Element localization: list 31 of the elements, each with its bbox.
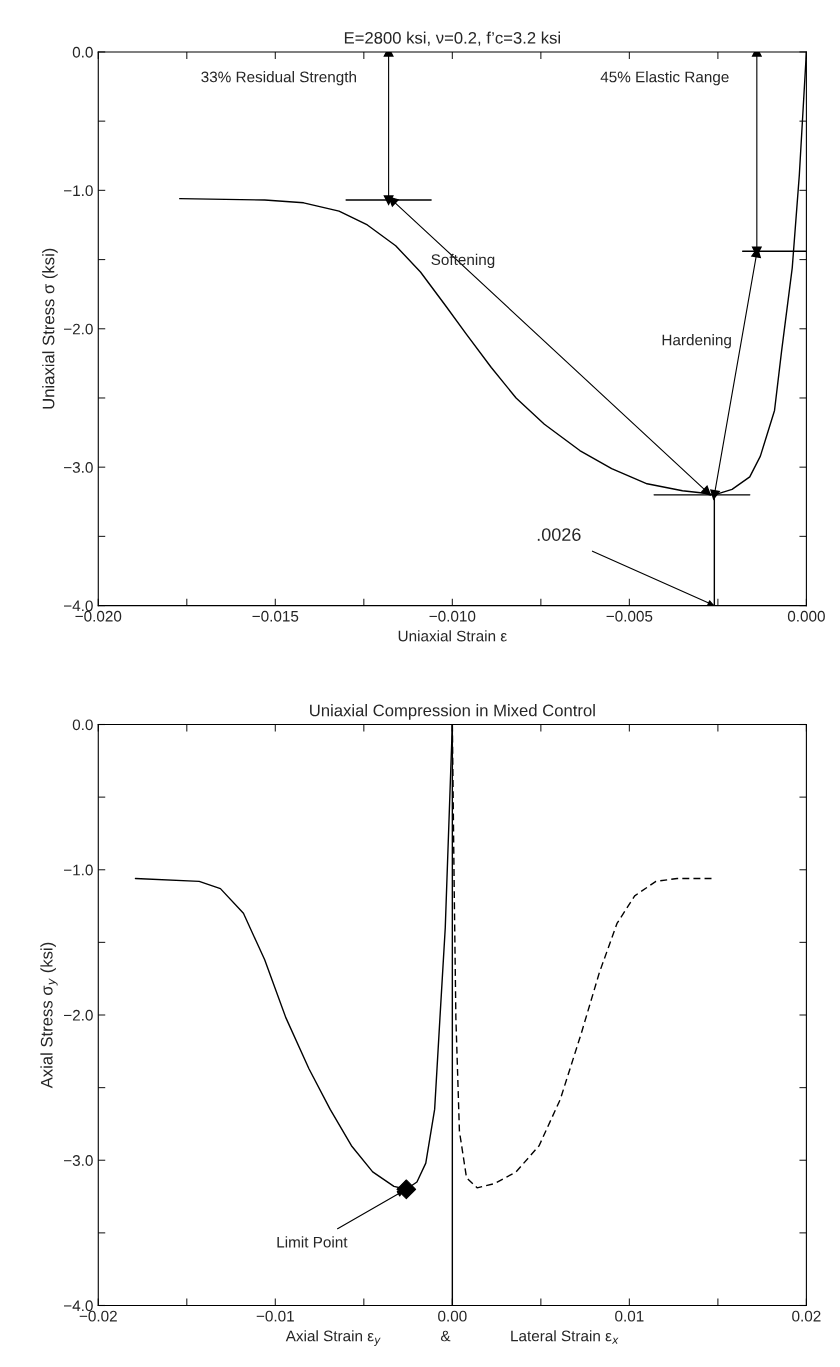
x-axis-title: Uniaxial Strain ε	[398, 630, 507, 642]
y-tick-label: 0.0	[72, 719, 93, 731]
y-axis-title: Axial Stress σ$_{y}$ (ksi)	[40, 942, 58, 1089]
y-tick-label: −1.0	[64, 185, 93, 197]
x-tick-label: 0.01	[615, 1310, 644, 1322]
x-tick-label: −0.01	[256, 1310, 294, 1322]
y-tick-label: −3.0	[64, 1155, 93, 1166]
x-tick-label: 0.000	[787, 610, 825, 622]
chart-title: Uniaxial Compression in Mixed Control	[310, 704, 595, 720]
annotation: Limit Point	[277, 1236, 348, 1248]
x-tick-label: 0.00	[438, 1310, 467, 1322]
annotation: 45% Elastic Range	[600, 71, 729, 86]
y-tick-label: −4.0	[64, 1300, 93, 1312]
y-tick-label: −2.0	[64, 1009, 93, 1021]
x-tick-label: −0.02	[79, 1310, 117, 1322]
annotation: 33% Residual Strength	[201, 71, 356, 86]
chart-title: E=2800 ksi, ν=0.2, f’c=3.2 ksi	[344, 31, 560, 46]
x-tick-label: −0.010	[429, 610, 476, 622]
x-tick-label: −0.015	[252, 610, 299, 622]
x-tick-label: −0.005	[606, 610, 653, 622]
annotation: .0026	[537, 528, 581, 541]
y-axis-title: Uniaxial Stress σ (ksi)	[42, 248, 58, 409]
y-tick-label: −4.0	[64, 600, 93, 612]
x-tick-label: −0.020	[75, 610, 122, 622]
y-tick-label: −2.0	[64, 323, 93, 335]
annotation: Hardening	[662, 334, 731, 349]
y-tick-label: 0.0	[72, 46, 93, 58]
y-tick-label: −1.0	[64, 864, 93, 876]
x-tick-label: 0.02	[792, 1310, 821, 1322]
y-tick-label: −3.0	[64, 462, 93, 473]
text: Axial Strain ε$_{y}$ & Lateral Strain ε$_{x}$	[285, 1330, 619, 1346]
